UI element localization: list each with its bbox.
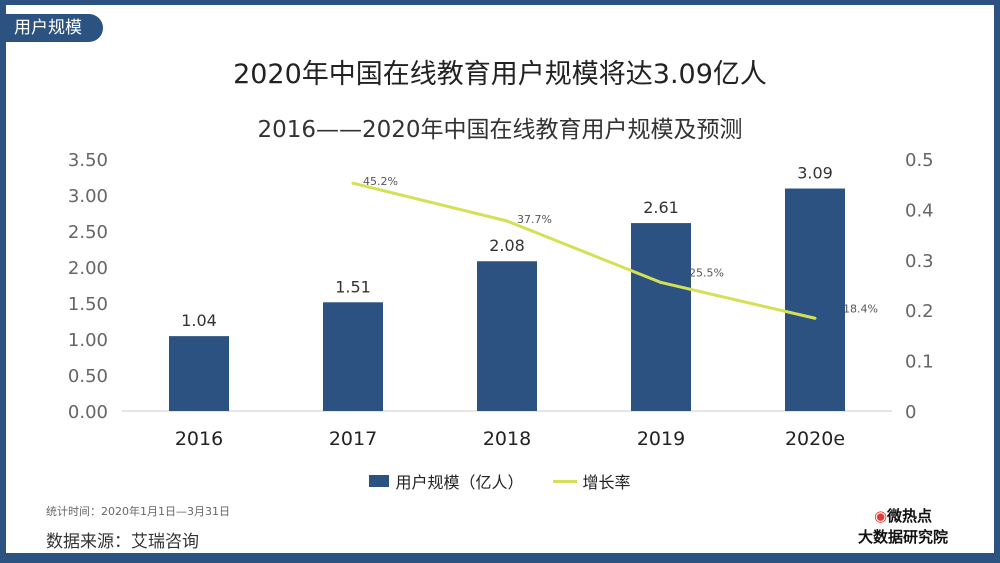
y-tick-label: 2.50 — [68, 222, 108, 243]
legend: 用户规模（亿人） 增长率 — [0, 469, 1000, 493]
growth-label: 37.7% — [517, 213, 552, 226]
bar — [477, 261, 537, 411]
y2-tick-label: 0 — [905, 402, 916, 423]
x-tick-label: 2019 — [637, 428, 685, 450]
bar — [631, 223, 691, 411]
y2-tick-label: 0.1 — [905, 352, 934, 373]
y-tick-label: 0.00 — [68, 402, 108, 423]
bar-label: 3.09 — [797, 164, 833, 183]
y-tick-label: 2.00 — [68, 258, 108, 279]
growth-point — [659, 280, 663, 284]
y-tick-label: 0.50 — [68, 366, 108, 387]
bar-label: 1.04 — [181, 311, 217, 330]
y2-tick-label: 0.2 — [905, 301, 934, 322]
bar-label: 2.08 — [489, 236, 525, 255]
legend-swatch-bar — [369, 475, 390, 487]
y-tick-label: 1.00 — [68, 330, 108, 351]
data-source: 数据来源：艾瑞咨询 — [46, 532, 199, 552]
bar-label: 2.61 — [643, 198, 679, 217]
y-tick-label: 3.50 — [68, 150, 108, 171]
growth-label: 18.4% — [843, 302, 878, 315]
x-tick-label: 2016 — [175, 428, 223, 450]
y2-tick-label: 0.5 — [905, 150, 934, 171]
bar-label: 1.51 — [335, 277, 371, 296]
bar — [785, 188, 845, 411]
y-tick-label: 3.00 — [68, 186, 108, 207]
stat-period: 统计时间：2020年1月1日—3月31日 — [46, 505, 230, 518]
growth-point — [351, 181, 355, 185]
growth-label: 45.2% — [363, 175, 398, 188]
bar — [169, 336, 229, 411]
x-tick-label: 2018 — [483, 428, 531, 450]
legend-label-line: 增长率 — [582, 473, 631, 492]
growth-label: 25.5% — [689, 266, 724, 279]
growth-point — [813, 316, 817, 320]
x-tick-label: 2020e — [785, 428, 845, 450]
y-tick-label: 1.50 — [68, 294, 108, 315]
chart-title: 2016——2020年中国在线教育用户规模及预测 — [257, 117, 743, 143]
growth-point — [505, 219, 509, 223]
section-tag: 用户规模 — [0, 14, 103, 42]
y2-tick-label: 0.4 — [905, 200, 934, 221]
y2-tick-label: 0.3 — [905, 251, 934, 272]
logo-bottom: 大数据研究院 — [858, 528, 949, 546]
page-title: 2020年中国在线教育用户规模将达3.09亿人 — [233, 59, 767, 90]
legend-swatch-line — [552, 479, 577, 483]
logo-top: ◉微热点 — [873, 507, 933, 525]
legend-label-bar: 用户规模（亿人） — [395, 473, 524, 492]
growth-line — [352, 181, 816, 320]
bar — [323, 302, 383, 411]
logo: ◉微热点 大数据研究院 — [858, 505, 948, 547]
x-tick-label: 2017 — [329, 428, 377, 450]
